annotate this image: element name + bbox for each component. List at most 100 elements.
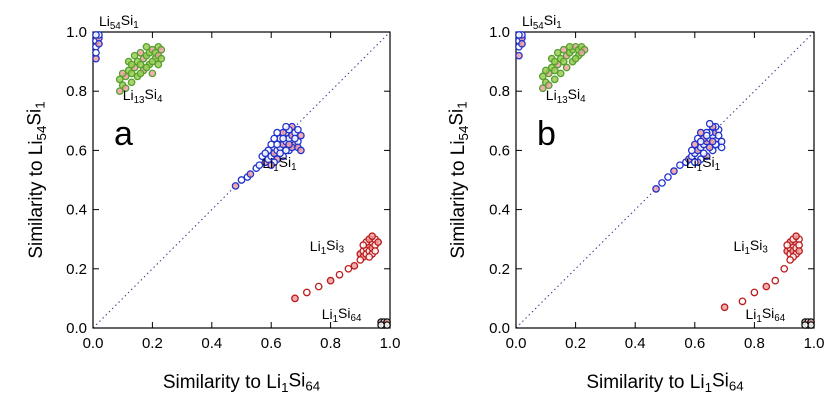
data-point [518,39,526,48]
data-point [544,81,553,90]
data-point [515,51,523,60]
data-point [246,170,255,178]
data-point [696,128,705,137]
scatter-panel-a: 0.0 0.2 0.4 0.6 0.8 1.0 0.0 0.2 0.4 0.6 0.8 1.0 Simi… [24,12,400,395]
data-point [344,264,353,273]
data-point [687,146,696,155]
data-point [368,232,377,241]
y-tick-label: 1.0 [489,24,510,41]
data-point [335,270,344,279]
cluster-label: Li13Si4 [546,86,586,106]
data-point [699,149,708,158]
plot-frame [515,31,815,329]
data-point [261,149,270,158]
data-point [148,69,157,78]
data-point [267,161,276,170]
data-point [127,78,136,87]
x-tick-label: 0.0 [83,335,104,352]
x-tick-label: 1.0 [804,335,825,352]
data-point [276,149,284,158]
data-point [780,264,789,273]
data-point [795,247,803,255]
cluster-Li1Si1 [231,122,305,190]
data-point [291,294,299,303]
y-tick-label: 0.0 [489,320,510,337]
data-point [714,131,723,140]
data-point [559,57,568,66]
data-point [270,134,279,143]
y-tick-label: 0.2 [489,261,510,278]
x-tick-label: 0.4 [625,335,646,352]
panel-label: a [114,115,133,153]
x-axis-label: Similarity to Li1Si64 [586,370,743,395]
data-point [658,179,666,187]
scatter-panel-b: 0.0 0.2 0.4 0.6 0.8 1.0 0.0 0.2 0.4 0.6 0.8 1.0 Simi… [446,12,824,395]
data-point [771,276,780,285]
data-point [285,140,293,149]
data-point [690,140,699,149]
data-point [538,84,547,93]
data-point [801,321,809,329]
data-point [314,282,323,291]
x-tick-label: 1.0 [380,335,401,352]
data-point [702,131,711,140]
x-tick-label: 0.2 [565,335,586,352]
y-tick-label: 0.2 [66,261,87,278]
x-tick-label: 0.8 [744,335,765,352]
data-point [708,137,717,146]
data-point [115,75,124,84]
panel-label: b [537,115,556,153]
y-tick-label: 0.8 [489,83,510,100]
x-tick-label: 0.4 [201,335,222,352]
data-point [690,158,699,167]
y-tick-label: 0.0 [66,320,87,337]
data-point [571,54,580,63]
data-point [237,176,246,184]
data-point [717,143,726,152]
cluster-label: Li54Si1 [99,12,139,32]
y-tick-label: 0.4 [489,202,510,219]
data-point [783,241,792,249]
cluster-Li1Si3-tail [720,264,789,312]
y-tick-label: 0.6 [66,142,87,159]
data-point [550,75,559,84]
data-point [705,119,714,128]
data-point [92,31,100,39]
cluster-label: Li54Si1 [522,12,562,32]
data-point [377,321,385,329]
data-point [371,247,379,255]
data-point [515,31,523,39]
x-tick-label: 0.8 [320,335,341,352]
data-point [786,256,795,264]
data-point [664,173,672,181]
data-point [652,185,660,193]
data-point [750,288,759,297]
x-tick-label: 0.0 [506,335,527,352]
data-point [762,282,771,291]
data-point [282,122,290,131]
cluster-Li13Si4 [115,42,166,96]
data-point [231,182,240,190]
x-tick-label: 0.2 [142,335,163,352]
data-point [157,54,166,63]
data-point [670,167,678,175]
cluster-Li1Si64 [377,318,391,329]
data-point [359,241,368,249]
cluster-label: Li1Si1 [262,154,296,174]
y-tick-label: 0.8 [66,83,87,100]
cluster-Li1Si3-tail [291,261,359,303]
data-point [148,57,157,66]
data-point [95,39,103,48]
data-point [297,131,305,140]
data-point [136,48,145,57]
data-point [374,238,382,247]
plot-frame [92,31,391,329]
data-point [350,261,359,270]
data-point [118,69,127,78]
cluster-label: Li1Si1 [686,154,720,174]
y-axis-label: Similarity to Li54Si1 [24,101,49,258]
cluster-label: Li1Si3 [310,237,345,257]
data-point [705,143,714,152]
data-point [157,45,166,54]
